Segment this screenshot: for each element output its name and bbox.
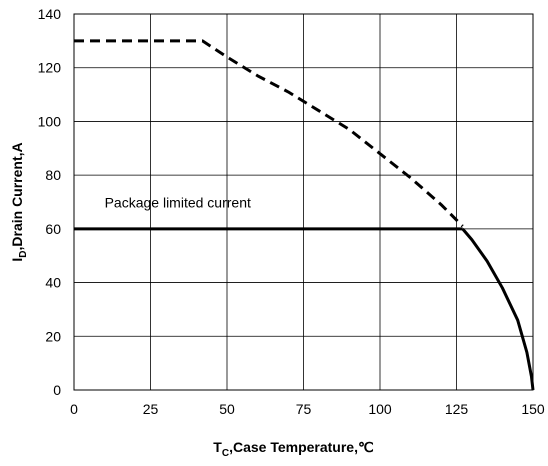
series-line-3 xyxy=(461,227,535,391)
y-tick-label: 140 xyxy=(38,6,62,22)
plot-frame xyxy=(73,13,534,391)
x-axis-title-rest: ,Case Temperature,℃ xyxy=(229,439,374,455)
series-line-1 xyxy=(74,39,464,228)
annotation-label: Package limited current xyxy=(105,194,251,210)
y-axis-title: ID,Drain Current,A xyxy=(9,142,29,261)
x-tick-label: 100 xyxy=(368,401,392,417)
y-tick-labels: 0 20 40 60 80 100 120 140 xyxy=(38,6,62,398)
y-tick-label: 40 xyxy=(45,275,61,291)
y-axis-title-rest: ,Drain Current,A xyxy=(9,142,25,250)
x-axis-title-main: T xyxy=(213,439,222,455)
y-tick-label: 20 xyxy=(45,328,61,344)
y-axis-title-main: I xyxy=(9,258,25,262)
y-tick-label: 0 xyxy=(53,382,61,398)
x-axis-title: TC,Case Temperature,℃ xyxy=(213,439,374,459)
x-tick-labels: 0 25 50 75 100 125 150 xyxy=(70,401,545,417)
x-axis-title-sub: C xyxy=(222,448,229,459)
series-layer xyxy=(74,39,535,391)
y-tick-label: 80 xyxy=(45,167,61,183)
x-tick-label: 25 xyxy=(143,401,159,417)
y-tick-label: 100 xyxy=(38,113,62,129)
x-tick-label: 75 xyxy=(296,401,312,417)
annotations: Package limited current xyxy=(105,194,251,210)
y-axis-title-sub: D xyxy=(18,251,29,258)
x-tick-label: 50 xyxy=(219,401,235,417)
x-tick-label: 150 xyxy=(521,401,545,417)
x-tick-label: 125 xyxy=(445,401,469,417)
x-tick-label: 0 xyxy=(70,401,78,417)
y-tick-label: 120 xyxy=(38,60,62,76)
y-tick-label: 60 xyxy=(45,221,61,237)
